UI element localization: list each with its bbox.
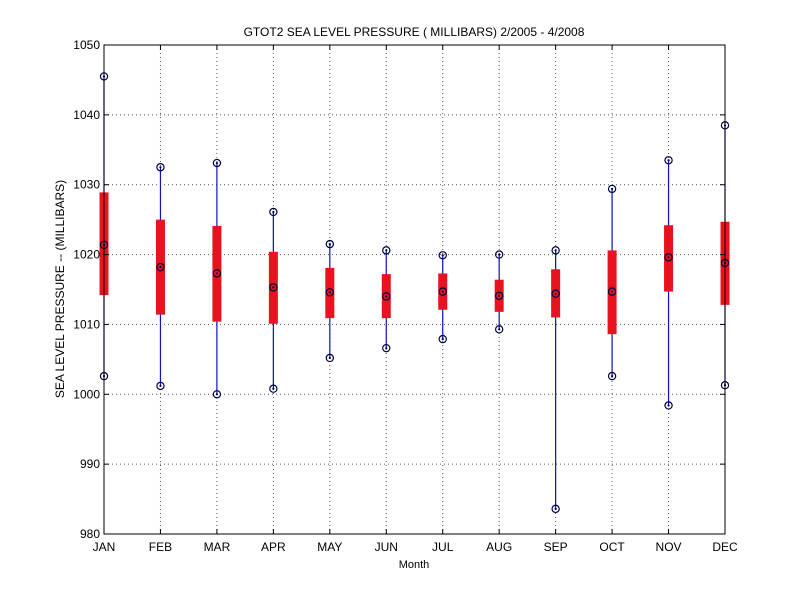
max-marker-dot [554,249,557,252]
max-marker-dot [272,210,275,214]
max-marker [438,251,447,260]
max-marker [551,246,560,255]
y-axis-label: SEA LEVEL PRESSURE -- (MILLIBARS) [53,180,67,398]
min-marker-dot [385,347,388,350]
box-nov [664,156,674,410]
median-marker [156,262,165,272]
max-marker [325,239,335,249]
box-jun [381,246,391,353]
median-marker [551,289,560,298]
box-oct [607,184,617,381]
median-marker-dot [272,286,275,289]
box-apr [268,207,278,393]
min-marker-dot [215,393,219,396]
ticks-layer: 980 990 1000 1010 1020 1030 1040 1050 JAN FEB MAR A… [73,38,738,554]
median-marker [382,292,391,301]
box-aug [494,250,504,334]
box-jul [438,251,448,344]
min-marker-dot [272,387,275,390]
max-marker-dot [610,187,614,191]
y-tick-label: 1050 [73,38,100,52]
min-marker [551,504,560,514]
plot-frame [103,44,726,535]
median-marker-dot [554,292,557,295]
max-marker [607,184,617,194]
median-marker-dot [610,290,614,293]
x-tick-label: MAR [204,540,231,554]
x-tick-label: FEB [149,540,172,554]
y-tick-label: 1040 [73,108,100,122]
median-marker [494,291,504,300]
max-marker-dot [441,254,444,257]
median-marker [664,253,673,262]
min-marker [212,390,222,399]
x-tick-label: SEP [544,540,568,554]
median-marker-dot [385,295,388,298]
x-axis-label: Month [399,559,430,571]
min-marker [438,334,447,344]
max-marker [494,250,504,259]
x-tick-label: JUN [375,540,398,554]
median-marker-dot [441,290,444,293]
min-marker-dot [554,507,557,510]
median-marker-dot [667,256,670,259]
max-marker-dot [498,253,501,256]
min-marker-dot [667,404,670,407]
max-marker [269,207,278,217]
y-tick-label: 990 [80,457,100,471]
min-marker [269,384,278,393]
min-marker [382,343,391,353]
max-marker [664,156,673,165]
x-tick-label: MAY [317,540,342,554]
min-marker [325,353,335,363]
x-tick-label: JAN [93,540,116,554]
median-marker-dot [328,291,331,294]
x-tick-label: OCT [599,540,625,554]
median-marker [438,287,447,296]
median-marker [269,283,278,292]
x-tick-label: NOV [656,540,682,554]
y-tick-label: 980 [80,527,100,541]
min-marker-dot [441,337,444,341]
max-marker [156,163,165,172]
min-marker-dot [610,375,614,378]
x-tick-label: APR [261,540,286,554]
max-marker-dot [667,159,670,162]
x-tick-label: AUG [486,540,512,554]
box-mar [212,158,222,399]
min-marker-dot [159,384,162,388]
min-marker [607,371,617,381]
median-marker-dot [498,294,501,297]
min-marker [156,381,165,391]
median-marker-dot [215,272,219,275]
median-marker [607,287,617,296]
max-marker-dot [215,161,219,165]
min-marker-dot [498,328,501,331]
box-sep [551,246,561,514]
max-marker-dot [328,242,331,246]
x-tick-label: DEC [712,540,738,554]
box-feb [155,163,165,391]
min-marker [664,401,673,410]
min-marker [494,325,504,334]
box-may [325,239,335,363]
y-tick-label: 1000 [73,387,100,401]
max-marker-dot [385,249,388,252]
max-marker-dot [159,166,162,169]
y-tick-label: 1030 [73,178,100,192]
chart-title: GTOT2 SEA LEVEL PRESSURE ( MILLIBARS) 2/… [244,25,585,39]
min-marker-dot [328,356,331,360]
median-marker [325,288,335,297]
median-marker-dot [159,266,162,269]
max-marker [382,246,391,255]
x-tick-label: JUL [432,540,454,554]
median-marker [212,269,222,278]
y-tick-label: 1020 [73,248,100,262]
max-marker [212,158,222,168]
y-tick-label: 1010 [73,317,100,331]
